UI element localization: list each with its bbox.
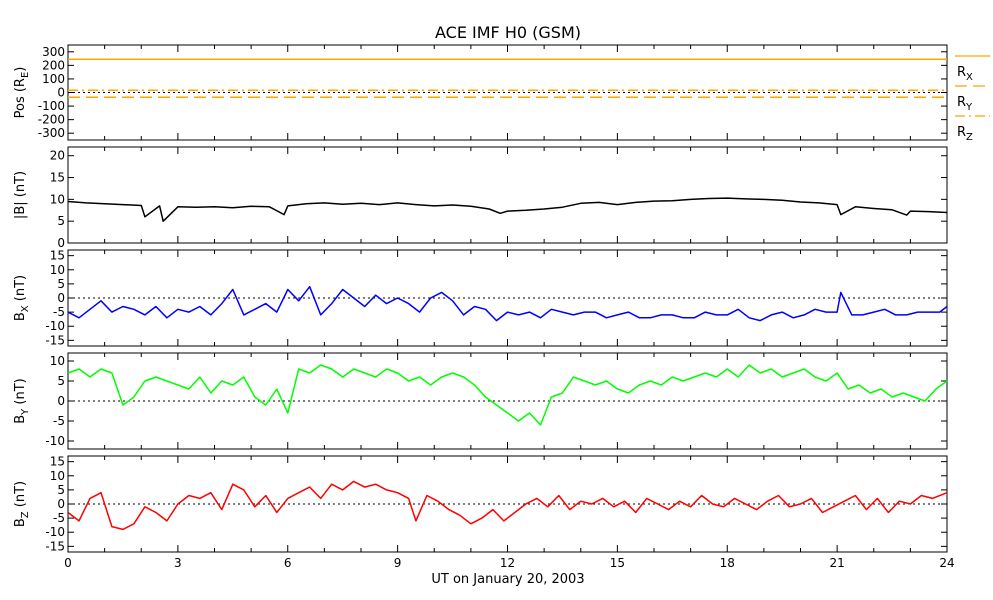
x-tick-label: 6 — [284, 556, 292, 570]
y-tick-label: -300 — [38, 126, 65, 140]
y-tick-label: 0 — [57, 394, 65, 408]
x-tick-label: 0 — [64, 556, 72, 570]
y-tick-label: -5 — [53, 305, 65, 319]
x-tick-label: 9 — [394, 556, 402, 570]
series-by-line — [67, 364, 948, 426]
y-tick-label: 200 — [42, 58, 65, 72]
y-tick-label: 100 — [42, 72, 65, 86]
y-tick-label: 10 — [50, 192, 65, 206]
legend-label-y: RY — [957, 95, 973, 113]
x-tick-label: 15 — [610, 556, 625, 570]
panel-1: 20 15 10 5 0 |B| (nT) — [13, 146, 948, 250]
x-tick-labels: 0 3 6 9 12 15 18 21 24 — [64, 556, 954, 570]
y-tick-label: 5 — [57, 214, 65, 228]
y-axis-label: Pos (RE) — [13, 67, 31, 119]
y-tick-label: -10 — [45, 319, 65, 333]
y-tick-label: 0 — [57, 291, 65, 305]
y-tick-label: 10 — [50, 263, 65, 277]
series-b-line — [67, 197, 948, 222]
x-tick-label: 21 — [829, 556, 844, 570]
series-bx-line — [67, 285, 948, 322]
y-tick-label: -15 — [45, 539, 65, 553]
y-tick-label: -15 — [45, 333, 65, 347]
x-tick-label: 18 — [720, 556, 735, 570]
y-tick-label: -10 — [45, 525, 65, 539]
y-tick-label: 0 — [57, 497, 65, 511]
y-tick-label: -10 — [45, 434, 65, 448]
x-axis-label: UT on January 20, 2003 — [431, 572, 584, 587]
y-tick-label: 10 — [50, 469, 65, 483]
y-tick-label: 15 — [50, 249, 65, 263]
y-tick-label: -200 — [38, 113, 65, 127]
series-bz-line — [67, 480, 948, 531]
y-tick-label: 5 — [57, 483, 65, 497]
y-tick-label: 15 — [50, 455, 65, 469]
y-tick-label: 20 — [50, 149, 65, 163]
y-tick-label: 0 — [57, 86, 65, 100]
y-tick-label: 15 — [50, 171, 65, 185]
y-axis-label: |B| (nT) — [13, 171, 28, 219]
y-axis-label: BX (nT) — [13, 275, 31, 321]
y-tick-label: 5 — [57, 374, 65, 388]
x-tick-label: 3 — [174, 556, 182, 570]
y-tick-label: 0 — [57, 236, 65, 250]
x-tick-label: 12 — [500, 556, 515, 570]
y-tick-label: -5 — [53, 414, 65, 428]
legend-label-x: RX — [957, 65, 973, 83]
panel-frame — [67, 146, 948, 244]
x-tick-label: 24 — [939, 556, 954, 570]
chart-title: ACE IMF H0 (GSM) — [435, 23, 581, 42]
y-tick-label: 5 — [57, 277, 65, 291]
panel-3: 10 5 0 -5 -10 BY (nT) — [13, 352, 948, 450]
y-tick-label: 10 — [50, 354, 65, 368]
y-axis-label: BY (nT) — [13, 378, 31, 424]
y-tick-label: 300 — [42, 45, 65, 59]
y-tick-label: -5 — [53, 511, 65, 525]
legend-label-z: RZ — [957, 125, 973, 143]
y-axis-label: BZ (nT) — [13, 481, 31, 527]
y-tick-label: -100 — [38, 99, 65, 113]
